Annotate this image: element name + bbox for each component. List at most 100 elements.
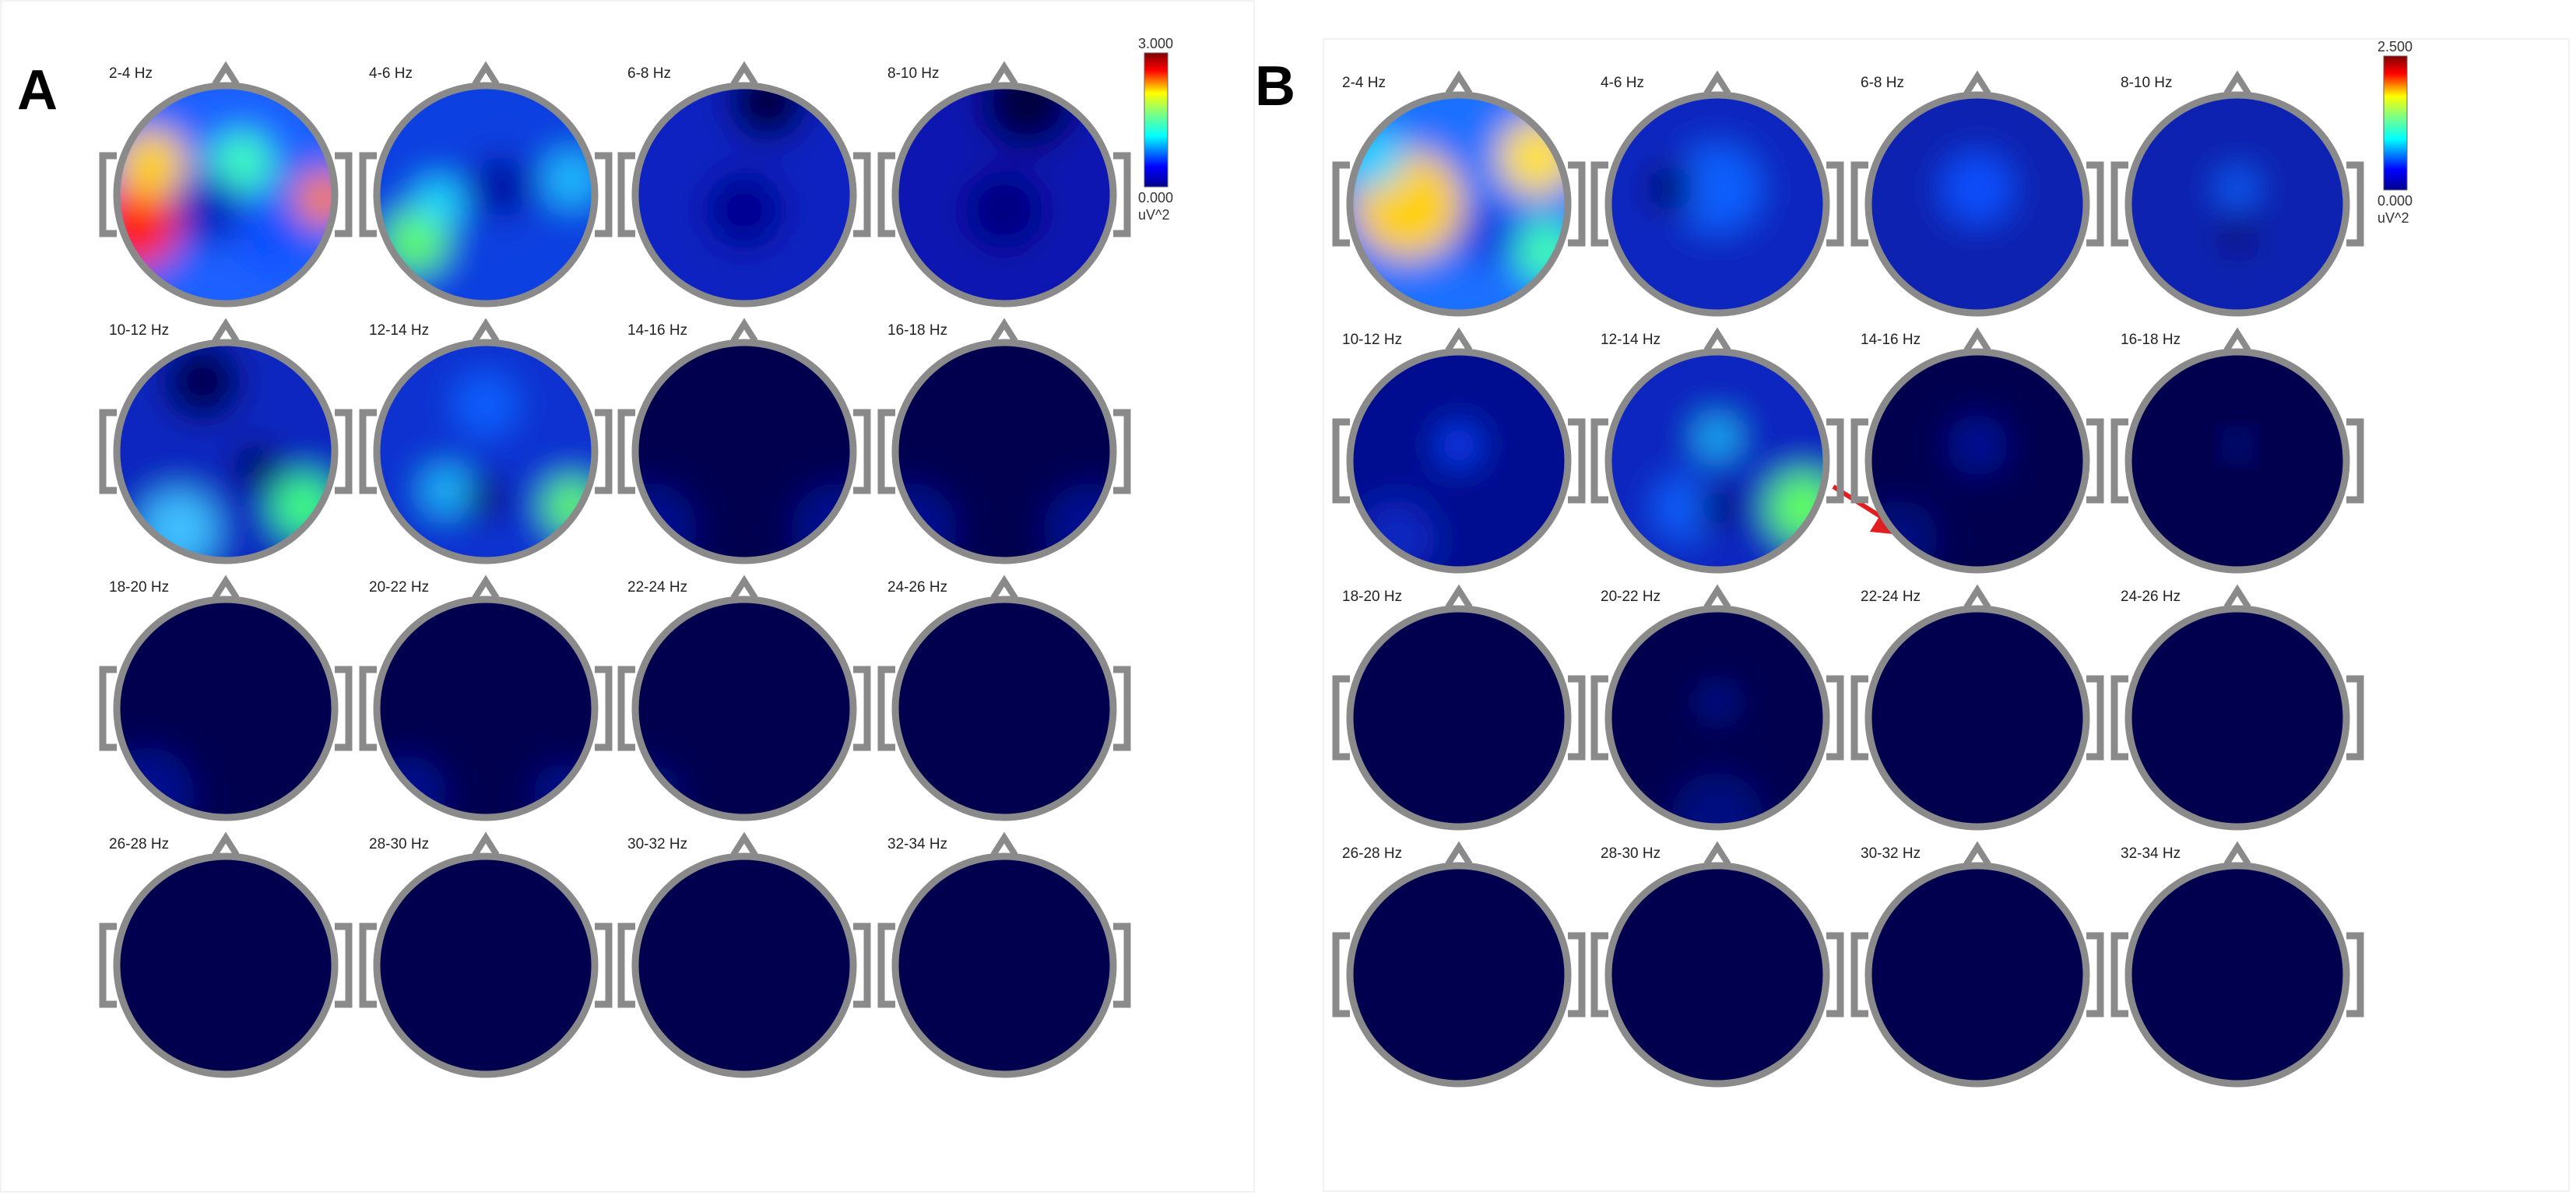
colorbar-unit: uV^2 (2377, 210, 2409, 226)
ear (853, 923, 871, 1008)
head-map (1590, 584, 1844, 831)
blob (416, 179, 462, 226)
blob (296, 171, 335, 226)
blob (532, 763, 595, 817)
ear (2110, 418, 2128, 504)
head-map (1590, 70, 1844, 317)
blob (163, 343, 241, 420)
ear (99, 666, 117, 751)
ear (1590, 932, 1608, 1018)
head-map (99, 318, 353, 564)
map-label: 6-8 Hz (627, 65, 671, 82)
map-label: 18-20 Hz (109, 579, 169, 596)
ear (877, 152, 895, 237)
head-map (1850, 841, 2104, 1088)
ear (335, 666, 353, 751)
ear (1590, 418, 1608, 504)
scalp (377, 856, 595, 1074)
head-outline (1346, 605, 1572, 831)
map-label: 2-4 Hz (109, 65, 153, 82)
ear (1332, 932, 1350, 1018)
map-label: 30-32 Hz (627, 836, 687, 852)
blob (377, 755, 447, 817)
head-outline (373, 852, 599, 1078)
blob (234, 444, 280, 490)
nose (1445, 584, 1473, 610)
map-label: 10-12 Hz (109, 322, 169, 339)
scalp (895, 599, 1113, 817)
nose (990, 318, 1018, 343)
head-outline (891, 852, 1117, 1078)
map-label: 24-26 Hz (2121, 589, 2181, 605)
blob (1439, 426, 1478, 465)
blob (1698, 418, 1737, 457)
nose (1963, 841, 1991, 866)
blob (466, 479, 505, 518)
blob (895, 483, 958, 561)
head-outline (891, 82, 1117, 308)
nose (1445, 327, 1473, 353)
ear (1332, 675, 1350, 761)
map-label: 4-6 Hz (369, 65, 413, 82)
power-field (1671, 687, 1764, 827)
head-outline (113, 852, 339, 1078)
head-outline (2124, 862, 2350, 1088)
map-label: 18-20 Hz (1342, 589, 1402, 605)
head-outline (1864, 862, 2090, 1088)
ear (595, 666, 613, 751)
head-outline (631, 596, 857, 821)
scalp (1868, 866, 2086, 1084)
nose (1703, 70, 1731, 96)
head-outline (113, 596, 339, 821)
ear (595, 409, 613, 494)
ear (2086, 418, 2104, 504)
scalp (1350, 609, 1568, 827)
map-label: 14-16 Hz (1861, 332, 1921, 348)
ear (1590, 161, 1608, 247)
blob (2218, 169, 2257, 208)
nose (1445, 841, 1473, 866)
head-map (1850, 584, 2104, 831)
scalp (1868, 609, 2086, 827)
nose (1445, 70, 1473, 96)
blob (470, 156, 532, 218)
nose (1963, 584, 1991, 610)
blob (1702, 687, 1733, 718)
nose (472, 575, 500, 600)
head-outline (1604, 91, 1830, 317)
ear (359, 409, 377, 494)
ear (853, 409, 871, 494)
head-map (617, 318, 871, 564)
panel-letter: A (17, 59, 58, 121)
scalp (895, 856, 1113, 1074)
colorbar-max: 3.000 (1138, 36, 1173, 51)
head-map (1332, 70, 1586, 317)
head-map (617, 61, 871, 308)
head-outline (373, 339, 599, 564)
blob (117, 128, 187, 199)
nose (1703, 584, 1731, 610)
head-map (1332, 327, 1586, 574)
power-field (2226, 434, 2249, 457)
ear (1568, 418, 1586, 504)
head-map (1850, 327, 2104, 574)
head-map (877, 575, 1131, 821)
ear (2110, 932, 2128, 1018)
nose (2223, 584, 2251, 610)
nose (730, 831, 758, 857)
head-map (2110, 841, 2364, 1088)
scalp (117, 856, 335, 1074)
head-outline (1346, 348, 1572, 574)
map-label: 2-4 Hz (1342, 75, 1386, 91)
head-outline (113, 82, 339, 308)
head-map (99, 831, 353, 1078)
head-outline (373, 82, 599, 308)
ear (2346, 418, 2364, 504)
blob (705, 171, 783, 249)
nose (2223, 841, 2251, 866)
head-outline (631, 852, 857, 1078)
ear (99, 409, 117, 494)
ear (1568, 932, 1586, 1018)
blob (1675, 146, 1760, 231)
head-outline (2124, 91, 2350, 317)
